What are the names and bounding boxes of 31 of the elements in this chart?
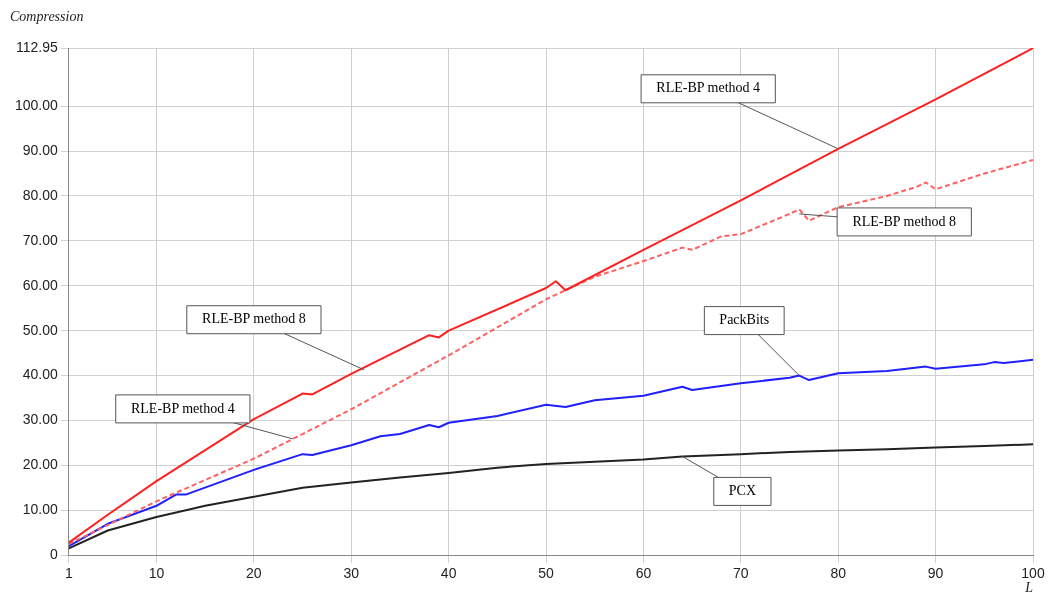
x-axis-title: L	[1024, 579, 1034, 595]
x-tick-label: 10	[148, 565, 165, 582]
x-tick-label: 70	[733, 565, 749, 582]
y-tick-label: 0	[50, 546, 59, 563]
x-tick-label: 20	[246, 565, 262, 582]
y-tick-label: 100.00	[14, 97, 59, 114]
y-axis-title: Compression	[10, 8, 84, 24]
annotation: RLE-BP method 8	[202, 311, 306, 327]
x-tick-label: 1	[64, 565, 73, 582]
x-tick-label: 30	[343, 565, 360, 582]
x-tick-label: 80	[830, 565, 847, 582]
y-tick-label: 60.00	[22, 276, 59, 293]
x-tick-label: 60	[635, 565, 652, 582]
annotation: PackBits	[719, 312, 770, 328]
x-tick-label: 90	[927, 565, 944, 582]
y-tick-label: 70.00	[22, 231, 59, 248]
y-tick-label: 112.95	[16, 38, 59, 55]
y-tick-label: 30.00	[22, 411, 59, 428]
annotation: RLE-BP method 4	[656, 80, 761, 96]
y-tick-label: 20.00	[22, 456, 59, 473]
annotation: PCX	[728, 483, 757, 499]
y-tick-label: 40.00	[22, 366, 59, 383]
y-tick-label: 80.00	[22, 186, 59, 203]
x-tick-label: 50	[538, 565, 555, 582]
y-tick-label: 50.00	[22, 321, 59, 338]
y-tick-label: 90.00	[22, 141, 59, 158]
x-tick-label: 100	[1021, 565, 1045, 582]
annotation: RLE-BP method 4	[130, 400, 235, 416]
x-tick-label: 40	[440, 565, 457, 582]
annotation: RLE-BP method 8	[852, 213, 957, 229]
y-tick-label: 10.00	[22, 501, 59, 518]
